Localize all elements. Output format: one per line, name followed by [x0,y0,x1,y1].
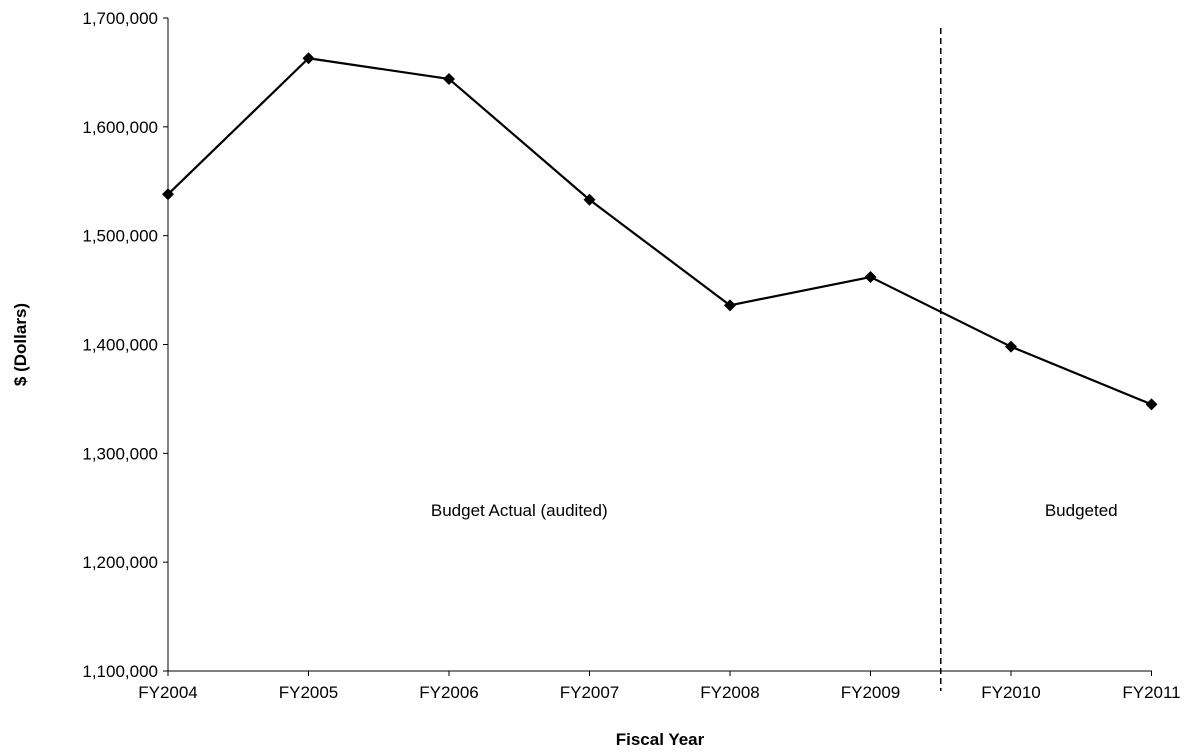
data-point-marker [1005,340,1017,353]
y-tick-label: 1,400,000 [82,336,158,355]
data-point-marker [443,72,455,85]
y-tick-label: 1,300,000 [82,444,158,463]
data-point-marker [864,271,877,284]
annotation-actual: Budget Actual (audited) [431,501,608,520]
y-tick-label: 1,700,000 [82,9,158,28]
x-tick-label: FY2010 [981,683,1041,702]
data-point-marker [162,188,174,201]
data-point-marker [724,299,736,312]
y-axis-ticks: 1,100,000 1,200,000 1,300,000 1,400,000 1,50… [82,9,168,681]
data-point-marker [583,193,596,206]
x-tick-label: FY2004 [138,683,198,702]
annotation-budgeted: Budgeted [1045,501,1118,520]
x-tick-label: FY2011 [1122,683,1180,702]
y-tick-label: 1,600,000 [82,118,158,137]
x-tick-label: FY2005 [279,683,339,702]
series-layer [162,52,1158,411]
y-tick-label: 1,500,000 [82,227,158,246]
series-line [167,57,1152,406]
x-tick-label: FY2006 [419,683,479,702]
y-tick-label: 1,100,000 [82,662,158,681]
y-tick-label: 1,200,000 [82,553,158,572]
x-axis-title: Fiscal Year [616,730,705,749]
x-tick-label: FY2008 [700,683,760,702]
y-axis-title: $ (Dollars) [11,303,30,386]
data-point-marker [302,52,315,65]
x-axis-ticks: FY2004 FY2005 FY2006 FY2007 FY2008 FY2009 FY20… [138,671,1181,702]
x-tick-label: FY2009 [841,683,901,702]
x-tick-label: FY2007 [560,683,620,702]
data-point-marker [1145,398,1158,411]
